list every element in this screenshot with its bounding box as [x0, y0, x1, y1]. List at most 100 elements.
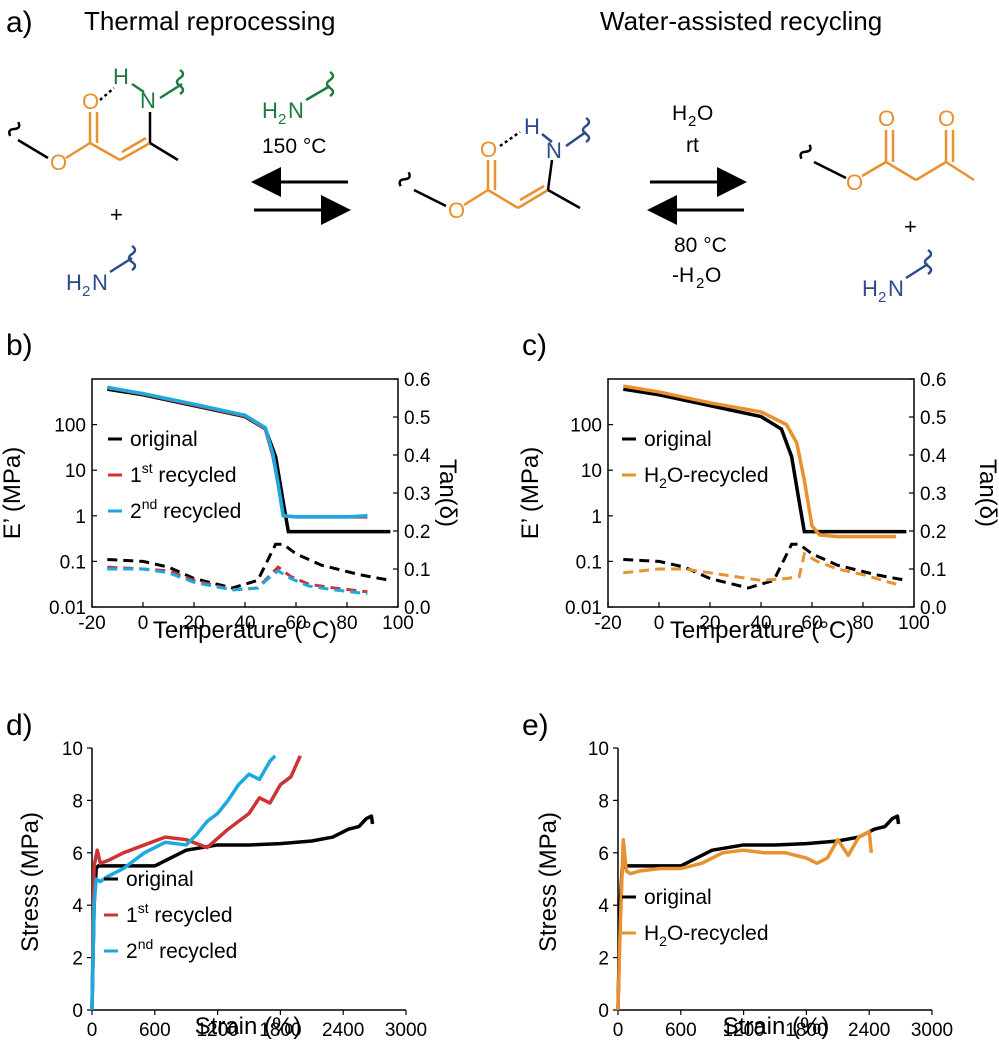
y-tick-label: 6: [598, 844, 609, 865]
svg-text:2: 2: [278, 111, 286, 128]
plus-right: +: [904, 214, 917, 239]
panel-label-c: c): [522, 329, 547, 362]
series-tan-original: [623, 542, 907, 590]
svg-text:O: O: [82, 89, 99, 114]
legend: original H2O-recycled: [622, 886, 769, 949]
y-axis-title: E’ (MPa): [0, 447, 26, 539]
svg-text:O: O: [846, 170, 863, 195]
y-tick-labels: 0 2 4 6 8 10: [62, 739, 92, 1022]
legend: original 1st recycled 2nd recycled: [104, 868, 237, 963]
x-tick-label: 80: [852, 613, 873, 634]
x-tick-label: 1200: [196, 1020, 238, 1041]
y-tick-label: 1: [75, 507, 86, 528]
title-thermal-reprocessing: Thermal reprocessing: [84, 6, 335, 36]
x-axis-title: Strain (%): [195, 1013, 302, 1040]
y-tick-label: 100: [570, 416, 602, 437]
y2-tick-label: 0.0: [920, 598, 946, 619]
svg-text:O: O: [697, 102, 713, 125]
series-h2o-recycled: [616, 830, 874, 1011]
legend-entry: 2nd recycled: [126, 936, 237, 963]
series-1st-recycled: [90, 755, 302, 1011]
wavy-bond-icon: [175, 68, 185, 96]
series-lines: [106, 385, 391, 596]
x-tick-label: 0: [613, 1020, 624, 1041]
y2-tick-label: 0.3: [920, 484, 946, 505]
svg-text:O: O: [878, 106, 895, 131]
series-2nd-recycled: [90, 754, 277, 1011]
equilibrium-arrows-right: H 2 O rt 80 °C -H 2 O: [647, 102, 747, 292]
legend-entry: original: [130, 428, 198, 451]
svg-text:N: N: [92, 270, 108, 295]
structure-center-enaminone: O O N H: [398, 114, 591, 223]
panel-a: a) Thermal reprocessing Water-assisted r…: [6, 6, 975, 306]
svg-text:H: H: [524, 114, 540, 139]
svg-text:H: H: [862, 276, 878, 301]
series-modulus-2nd-recycled: [107, 385, 368, 519]
reagent-water: H 2 O: [672, 102, 713, 130]
y2-tick-label: 0.5: [920, 408, 946, 429]
svg-text:O: O: [448, 198, 465, 223]
structure-right-acetoacetate: O O O: [799, 106, 975, 195]
y-tick-label: 8: [598, 791, 609, 812]
legend-entry: original: [644, 886, 712, 909]
y-tick-labels: 0.01 0.1 1 10 100: [565, 416, 613, 619]
y2-tick-label: 0.5: [404, 408, 430, 429]
svg-text:H: H: [66, 270, 82, 295]
y-tick-label: 0.1: [576, 552, 602, 573]
condition-80c: 80 °C: [674, 234, 727, 257]
svg-text:O: O: [705, 264, 721, 287]
svg-text:O: O: [480, 137, 497, 162]
y-tick-label: 10: [62, 739, 83, 760]
y-axis-title: E’ (MPa): [517, 447, 544, 539]
svg-text:H: H: [672, 102, 687, 125]
svg-text:2: 2: [82, 283, 90, 300]
series-modulus-h2o-recycled: [623, 384, 897, 539]
chart-stress-strain-thermal: d) 0 600 1200 1800 2400 3000 0 2 4 6 8 10 Strain (…: [6, 709, 427, 1041]
series-lines: [623, 384, 907, 590]
svg-text:N: N: [288, 98, 304, 123]
svg-text:-H: -H: [672, 264, 694, 287]
series-tan-2nd-recycled: [107, 567, 368, 596]
free-amine-right: H 2 N: [862, 248, 933, 306]
x-tick-label: 40: [750, 613, 771, 634]
svg-text:N: N: [546, 138, 562, 163]
svg-text:2: 2: [696, 275, 704, 292]
y-axis-title: Stress (MPa): [17, 812, 44, 952]
series-modulus-original: [623, 387, 907, 534]
panel-label-d: d): [6, 709, 33, 742]
equilibrium-arrows-left: H 2 N 150 °C: [251, 70, 351, 225]
series-original: [90, 814, 375, 1011]
x-tick-label: 2400: [848, 1020, 890, 1041]
series-lines: [616, 814, 901, 1011]
x-tick-label: 0: [138, 613, 149, 634]
y2-tick-label: 0.6: [920, 370, 946, 391]
legend-entry: original: [126, 868, 194, 891]
y-axis-title: Stress (MPa): [535, 812, 562, 952]
x-tick-labels: -20 0 20 40 60 80 100: [594, 602, 930, 634]
x-tick-label: 0: [87, 1020, 98, 1041]
x-tick-label: 60: [801, 613, 822, 634]
y-tick-label: 0.01: [49, 598, 86, 619]
svg-text:N: N: [888, 276, 904, 301]
wavy-bond-icon: [799, 144, 812, 160]
y-tick-label: 0: [72, 1001, 83, 1022]
legend-entry: 2nd recycled: [130, 496, 241, 523]
svg-text:2: 2: [688, 113, 696, 130]
wavy-bond-icon: [127, 244, 137, 272]
y2-tick-label: 0.2: [920, 522, 946, 543]
chart-stress-strain-water: e) 0 600 1200 1800 2400 3000 0 2 4 6 8 10 Strain (…: [522, 709, 953, 1041]
series-tan-h2o-recycled: [623, 551, 897, 586]
reagent-amine-green: H 2 N: [262, 70, 335, 128]
wavy-bond-icon: [581, 116, 591, 144]
x-tick-label: -20: [594, 613, 621, 634]
condition-rt: rt: [686, 134, 699, 157]
y2-tick-label: 0.6: [404, 370, 430, 391]
x-tick-label: 60: [285, 613, 306, 634]
legend: original 1st recycled 2nd recycled: [108, 428, 241, 523]
y-tick-label: 4: [72, 896, 83, 917]
x-tick-label: 600: [665, 1020, 697, 1041]
svg-text:O: O: [50, 150, 67, 175]
svg-text:H: H: [262, 98, 278, 123]
y2-axis-title: Tan(δ): [974, 459, 999, 527]
x-tick-label: 100: [898, 613, 930, 634]
